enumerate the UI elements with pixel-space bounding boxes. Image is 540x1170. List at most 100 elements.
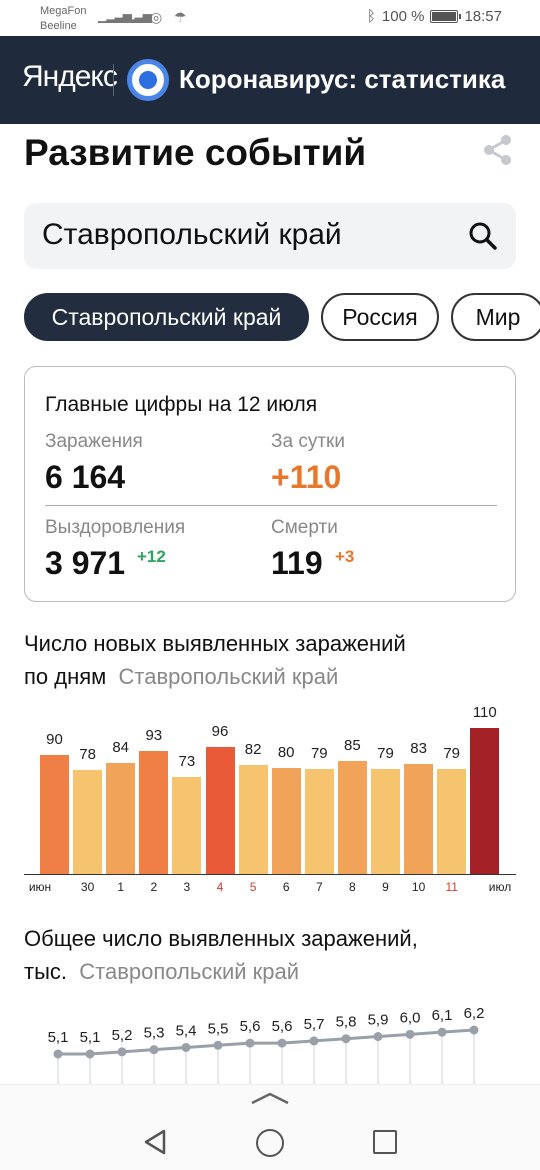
chart1-region[interactable]: Ставропольский край — [118, 664, 339, 689]
point-label-6: 5,6 — [240, 1018, 261, 1035]
bar-label-2: 84 — [112, 738, 130, 756]
point-label-4: 5,4 — [176, 1022, 197, 1039]
point-12[interactable] — [437, 1027, 447, 1037]
header-title[interactable]: Коронавирус: статистика — [179, 64, 506, 94]
chip-world[interactable]: Мир — [451, 293, 540, 341]
deaths-delta: +3 — [335, 547, 355, 566]
recovered-label: Выздоровления — [45, 517, 186, 538]
point-label-1: 5,1 — [80, 1029, 101, 1046]
infections-value: 6 164 — [45, 459, 126, 495]
point-7[interactable] — [277, 1038, 287, 1048]
card-divider — [45, 505, 497, 506]
bar-label-6: 82 — [244, 741, 262, 759]
point-label-3: 5,3 — [144, 1025, 165, 1042]
chart2-region[interactable]: Ставропольский край — [79, 959, 300, 984]
signal-icon: ▁▂▃▅ — [118, 9, 152, 23]
tick-label-6: 5 — [249, 880, 257, 894]
chart1-title-line1: Число новых выявленных заражений — [24, 631, 406, 656]
bar-2[interactable] — [106, 762, 136, 874]
tick-label-7: 6 — [282, 880, 290, 894]
point-label-9: 5,8 — [336, 1014, 357, 1031]
chart1-axis — [24, 874, 516, 875]
point-label-11: 6,0 — [400, 1009, 421, 1026]
share-icon[interactable] — [482, 134, 514, 166]
point-5[interactable] — [213, 1040, 223, 1050]
deaths-value: 119 — [271, 545, 323, 581]
tick-label-4: 3 — [183, 880, 191, 894]
recovered-value: 3 971 — [45, 545, 126, 581]
point-6[interactable] — [245, 1038, 255, 1048]
bar-label-11: 83 — [410, 739, 427, 757]
infections-label: Заражения — [45, 431, 143, 452]
bar-8[interactable] — [304, 769, 334, 874]
header-divider — [113, 64, 114, 96]
bar-9[interactable] — [337, 761, 367, 874]
point-10[interactable] — [373, 1032, 383, 1042]
point-label-5: 5,5 — [208, 1020, 229, 1037]
tick-label-9: 8 — [349, 880, 356, 894]
bar-5[interactable] — [205, 746, 235, 874]
region-search[interactable] — [24, 203, 516, 269]
bar-7[interactable] — [271, 767, 301, 874]
tick-label-11: 10 — [411, 880, 426, 894]
covid-ring-icon — [127, 59, 169, 101]
yandex-logo[interactable]: Яндекс — [22, 60, 118, 93]
point-0[interactable] — [53, 1049, 63, 1059]
chart2-title-line2: тыс. — [24, 959, 68, 984]
recovered-delta: +12 — [137, 547, 166, 566]
chip-russia[interactable]: Россия — [321, 293, 439, 341]
bar-11[interactable] — [404, 763, 434, 874]
clock: 18:57 — [464, 8, 502, 25]
daily-label: За сутки — [271, 431, 345, 452]
card-title: Главные цифры на 12 июля — [45, 393, 318, 416]
point-2[interactable] — [117, 1047, 127, 1057]
chart2-title-line1: Общее число выявленных заражений, — [24, 926, 418, 951]
bar-1[interactable] — [73, 770, 103, 874]
bar-label-4: 73 — [178, 753, 196, 771]
carrier-primary: MegaFon — [40, 5, 87, 17]
chart2-title: Общее число выявленных заражений, тыс. С… — [24, 922, 418, 988]
battery-percent: 100 % — [381, 8, 425, 25]
home-icon[interactable] — [256, 1129, 284, 1157]
bar-label-3: 93 — [145, 726, 163, 744]
bar-4[interactable] — [172, 777, 202, 874]
point-label-12: 6,1 — [432, 1007, 453, 1024]
point-11[interactable] — [405, 1029, 415, 1039]
recent-apps-icon[interactable] — [373, 1130, 397, 1154]
point-label-10: 5,9 — [368, 1012, 389, 1029]
point-8[interactable] — [309, 1036, 319, 1046]
app-header: Яндекс Коронавирус: статистика — [0, 36, 540, 124]
point-3[interactable] — [149, 1045, 159, 1055]
bar-label-5: 96 — [211, 722, 229, 740]
point-label-8: 5,7 — [304, 1016, 325, 1033]
deaths-label: Смерти — [271, 517, 338, 538]
point-1[interactable] — [85, 1049, 95, 1059]
total-line — [58, 1028, 475, 1056]
bar-6[interactable] — [238, 765, 268, 874]
chip-stavropol[interactable]: Ставропольский край — [24, 293, 309, 341]
point-label-7: 5,6 — [272, 1018, 293, 1035]
tick-label-13: июл — [488, 880, 512, 894]
bar-label-9: 85 — [344, 737, 361, 755]
search-input[interactable] — [42, 218, 442, 252]
point-label-0: 5,1 — [48, 1029, 69, 1046]
point-4[interactable] — [181, 1042, 191, 1052]
point-label-13: 6,2 — [464, 1005, 485, 1022]
bar-13[interactable] — [470, 728, 500, 874]
tick-label-8: 7 — [315, 880, 323, 894]
bar-label-7: 80 — [277, 743, 295, 761]
bar-10[interactable] — [371, 769, 400, 874]
bar-3[interactable] — [139, 750, 169, 874]
bar-label-0: 90 — [46, 730, 63, 748]
search-icon[interactable] — [468, 221, 498, 251]
bar-12[interactable] — [437, 769, 467, 874]
bar-0[interactable] — [40, 754, 69, 874]
tick-label-10: 9 — [382, 880, 389, 894]
status-bar: MegaFon Beeline ▁▂▃▅ ▁▂▃▅ ◎ ☂ ᛒ 100 % 18… — [0, 0, 540, 36]
system-nav-bar — [0, 1084, 540, 1170]
point-13[interactable] — [469, 1025, 479, 1035]
chevron-up-icon[interactable] — [248, 1091, 292, 1105]
back-icon[interactable] — [140, 1127, 170, 1157]
point-9[interactable] — [341, 1034, 351, 1044]
status-right: ᛒ 100 % 18:57 — [367, 8, 502, 25]
